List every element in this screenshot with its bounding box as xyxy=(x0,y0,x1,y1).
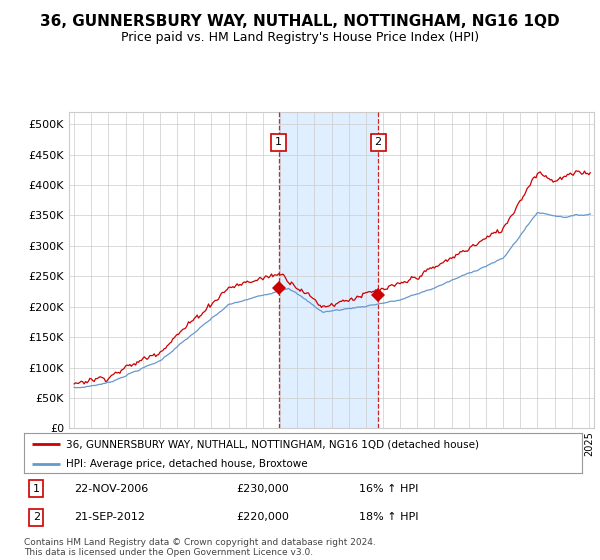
Text: 36, GUNNERSBURY WAY, NUTHALL, NOTTINGHAM, NG16 1QD (detached house): 36, GUNNERSBURY WAY, NUTHALL, NOTTINGHAM… xyxy=(66,439,479,449)
Text: 21-SEP-2012: 21-SEP-2012 xyxy=(74,512,145,522)
Text: 18% ↑ HPI: 18% ↑ HPI xyxy=(359,512,418,522)
Text: 16% ↑ HPI: 16% ↑ HPI xyxy=(359,484,418,494)
Text: 2: 2 xyxy=(33,512,40,522)
Text: 1: 1 xyxy=(275,137,282,147)
Text: £230,000: £230,000 xyxy=(236,484,289,494)
Text: 2: 2 xyxy=(374,137,382,147)
Text: Contains HM Land Registry data © Crown copyright and database right 2024.
This d: Contains HM Land Registry data © Crown c… xyxy=(24,538,376,557)
Bar xyxy=(278,112,378,428)
Text: £220,000: £220,000 xyxy=(236,512,289,522)
Text: Price paid vs. HM Land Registry's House Price Index (HPI): Price paid vs. HM Land Registry's House … xyxy=(121,31,479,44)
Text: 22-NOV-2006: 22-NOV-2006 xyxy=(74,484,148,494)
Text: 1: 1 xyxy=(33,484,40,494)
Text: HPI: Average price, detached house, Broxtowe: HPI: Average price, detached house, Brox… xyxy=(66,459,307,469)
Text: 36, GUNNERSBURY WAY, NUTHALL, NOTTINGHAM, NG16 1QD: 36, GUNNERSBURY WAY, NUTHALL, NOTTINGHAM… xyxy=(40,14,560,29)
